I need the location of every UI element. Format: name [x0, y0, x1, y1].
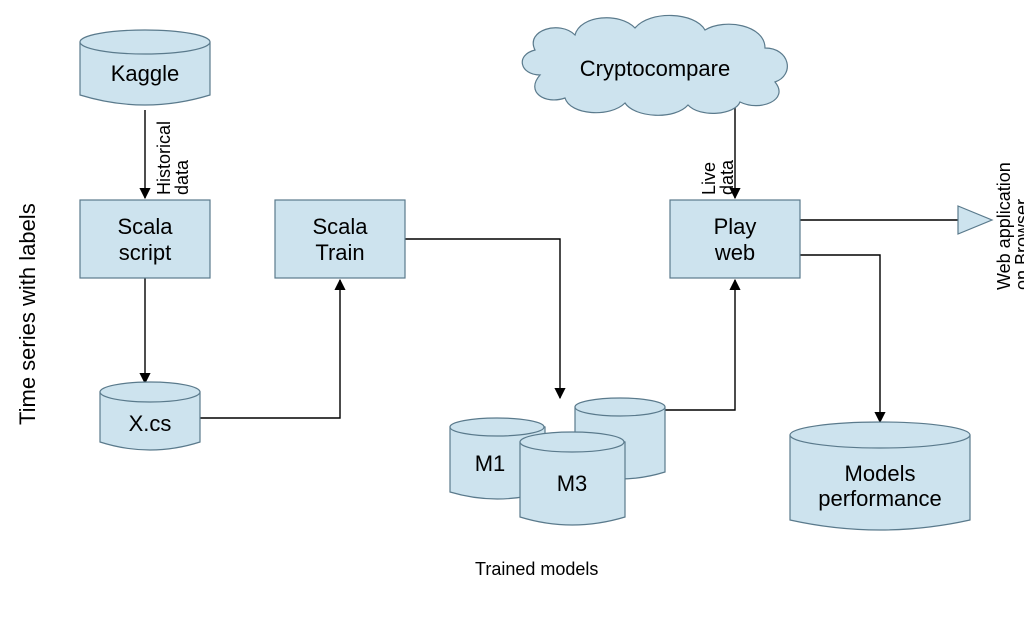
label-time-series: Time series with labels [15, 203, 40, 425]
edge-xcs-to-train [200, 280, 340, 418]
svg-text:M3: M3 [557, 471, 588, 496]
node-xcs: X.cs [100, 382, 200, 450]
label-live-data: Live data [699, 157, 737, 195]
label-historical-data: Historical data [154, 116, 192, 195]
svg-text:Models: Models [845, 461, 916, 486]
svg-text:X.cs: X.cs [129, 411, 172, 436]
label-web-app: Web application on Browser [994, 157, 1024, 290]
edge-models-to-playweb [660, 280, 735, 410]
svg-text:Cryptocompare: Cryptocompare [580, 56, 730, 81]
node-scala-train: Scala Train [275, 200, 405, 278]
svg-text:script: script [119, 240, 172, 265]
svg-text:Kaggle: Kaggle [111, 61, 180, 86]
node-models-performance: Models performance [790, 422, 970, 530]
label-trained-models: Trained models [475, 559, 598, 579]
node-kaggle: Kaggle [80, 30, 210, 105]
node-scala-script: Scala script [80, 200, 210, 278]
node-model-m3: M3 [520, 432, 625, 525]
svg-text:M1: M1 [475, 451, 506, 476]
edge-train-to-models [405, 239, 560, 398]
svg-text:performance: performance [818, 486, 942, 511]
svg-text:Scala: Scala [312, 214, 368, 239]
svg-text:Scala: Scala [117, 214, 173, 239]
svg-text:web: web [714, 240, 755, 265]
open-arrow-icon [958, 206, 992, 234]
edge-playweb-to-perf [800, 255, 880, 422]
svg-text:Play: Play [714, 214, 757, 239]
node-cryptocompare: Cryptocompare [522, 15, 787, 115]
node-play-web: Play web [670, 200, 800, 278]
svg-text:Train: Train [315, 240, 364, 265]
